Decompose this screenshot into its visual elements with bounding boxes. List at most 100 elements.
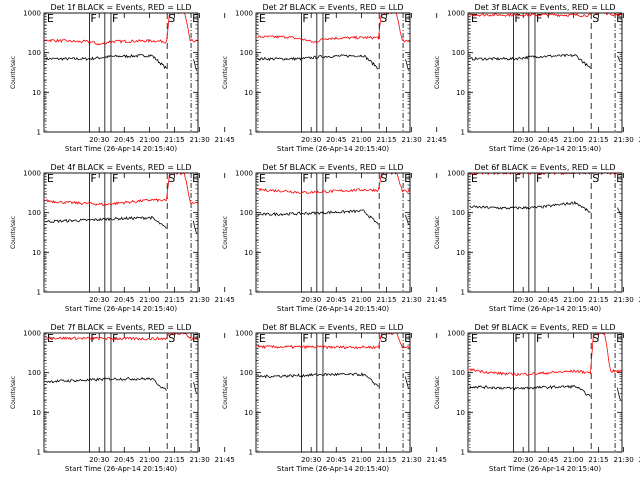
- y-tick-label: 100: [28, 209, 41, 217]
- x-tick-label: 21:45: [427, 136, 447, 144]
- events-series-line: [469, 384, 591, 397]
- plot-frame: [467, 12, 623, 133]
- marker-label: F: [324, 332, 330, 345]
- plot-frame: [43, 332, 199, 453]
- chart-panel-7: Det 7f BLACK = Events, RED = LLD Counts/s…: [10, 323, 235, 473]
- events-series-line-late: [193, 59, 197, 71]
- marker-label: F: [324, 12, 330, 25]
- events-series-line-late: [617, 55, 621, 62]
- x-axis-label: Start Time (26-Apr-14 20:15:40): [65, 145, 177, 153]
- x-axis-label: Start Time (26-Apr-14 20:15:40): [277, 145, 389, 153]
- lld-series-line: [257, 333, 410, 350]
- marker-label: F: [112, 332, 118, 345]
- y-tick-label: 1: [37, 129, 41, 137]
- chart-panel-3: Det 3f BLACK = Events, RED = LLD Counts/s…: [434, 3, 640, 153]
- marker-label: E: [259, 172, 266, 185]
- y-tick-label: 1000: [23, 10, 41, 18]
- y-tick-label: 1: [461, 129, 465, 137]
- x-tick-label: 21:00: [563, 296, 583, 304]
- y-tick-label: 100: [452, 49, 465, 57]
- marker-label: S: [168, 172, 175, 185]
- marker-label: F: [536, 172, 542, 185]
- x-tick-label: 21:00: [139, 136, 159, 144]
- marker-label: S: [380, 12, 387, 25]
- y-tick-label: 1000: [23, 330, 41, 338]
- y-axis-label: Counts/sec: [10, 56, 17, 89]
- y-tick-label: 10: [456, 249, 465, 257]
- events-series-line: [45, 215, 167, 229]
- y-tick-label: 1000: [235, 330, 253, 338]
- x-tick-label: 20:45: [326, 136, 346, 144]
- y-axis-label: Counts/sec: [222, 56, 229, 89]
- x-tick-label: 21:00: [351, 136, 371, 144]
- y-tick-label: 1: [249, 129, 253, 137]
- marker-label: E: [404, 332, 411, 345]
- marker-label: F: [90, 172, 96, 185]
- plot-frame: [255, 172, 411, 293]
- plot-frame: [467, 172, 623, 293]
- events-series-line: [469, 53, 591, 69]
- marker-label: S: [592, 172, 599, 185]
- x-tick-label: 21:30: [614, 136, 634, 144]
- x-axis-label: Start Time (26-Apr-14 20:15:40): [489, 465, 601, 473]
- y-tick-label: 10: [244, 89, 253, 97]
- marker-label: F: [302, 172, 308, 185]
- lld-series-line: [45, 333, 198, 341]
- events-series-line: [45, 53, 167, 70]
- events-series-line-late: [193, 382, 197, 394]
- marker-label: E: [404, 172, 411, 185]
- x-tick-label: 21:30: [614, 296, 634, 304]
- y-axis-label: Counts/sec: [434, 216, 441, 249]
- plot-frame: [255, 332, 411, 453]
- marker-label: F: [514, 332, 520, 345]
- x-tick-label: 21:00: [139, 296, 159, 304]
- chart-title: Det 9f BLACK = Events, RED = LLD: [474, 323, 615, 332]
- x-tick-label: 21:45: [639, 136, 640, 144]
- y-tick-label: 1: [37, 289, 41, 297]
- marker-label: F: [112, 172, 118, 185]
- x-axis-label: Start Time (26-Apr-14 20:15:40): [277, 305, 389, 313]
- plot-frame: [43, 12, 199, 133]
- x-tick-label: 21:30: [614, 456, 634, 464]
- x-tick-label: 20:45: [114, 136, 134, 144]
- events-series-line-late: [405, 214, 409, 225]
- marker-label: F: [302, 12, 308, 25]
- lld-series-line: [469, 13, 622, 18]
- marker-label: E: [471, 12, 478, 25]
- x-tick-label: 21:15: [376, 136, 396, 144]
- x-tick-label: 20:45: [538, 296, 558, 304]
- x-tick-label: 20:30: [301, 136, 321, 144]
- x-tick-label: 21:00: [563, 136, 583, 144]
- y-tick-label: 10: [32, 89, 41, 97]
- x-tick-label: 21:45: [215, 136, 235, 144]
- chart-title: Det 4f BLACK = Events, RED = LLD: [50, 163, 191, 172]
- y-tick-label: 1000: [447, 330, 465, 338]
- lld-series-line: [257, 13, 410, 43]
- y-tick-label: 1: [37, 449, 41, 457]
- events-series-line-late: [193, 220, 197, 234]
- marker-label: S: [168, 12, 175, 25]
- chart-title: Det 5f BLACK = Events, RED = LLD: [262, 163, 403, 172]
- y-axis-label: Counts/sec: [434, 376, 441, 409]
- x-tick-label: 20:30: [89, 136, 109, 144]
- y-tick-label: 1000: [23, 170, 41, 178]
- lld-series-line: [257, 173, 410, 195]
- plot-frame: [255, 12, 411, 133]
- y-axis-label: Counts/sec: [434, 56, 441, 89]
- y-tick-label: 10: [244, 409, 253, 417]
- x-tick-label: 20:30: [513, 296, 533, 304]
- x-tick-label: 20:30: [513, 136, 533, 144]
- x-tick-label: 20:45: [114, 456, 134, 464]
- x-tick-label: 21:15: [588, 296, 608, 304]
- marker-label: E: [47, 12, 54, 25]
- chart-panel-1: Det 1f BLACK = Events, RED = LLD Counts/s…: [10, 3, 235, 153]
- chart-title: Det 1f BLACK = Events, RED = LLD: [50, 3, 191, 12]
- x-tick-label: 21:30: [402, 136, 422, 144]
- y-tick-label: 10: [32, 409, 41, 417]
- x-axis-label: Start Time (26-Apr-14 20:15:40): [489, 145, 601, 153]
- marker-label: F: [302, 332, 308, 345]
- marker-label: E: [616, 12, 623, 25]
- chart-panel-9: Det 9f BLACK = Events, RED = LLD Counts/s…: [434, 323, 640, 473]
- x-tick-label: 21:15: [376, 296, 396, 304]
- x-tick-label: 21:45: [215, 296, 235, 304]
